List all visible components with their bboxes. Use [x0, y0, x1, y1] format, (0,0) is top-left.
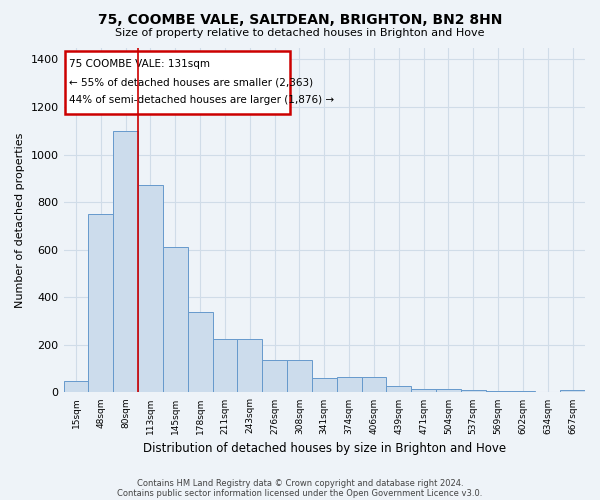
- Bar: [163, 248, 188, 392]
- Bar: [113, 131, 138, 392]
- Bar: [436, 389, 461, 392]
- Bar: [485, 391, 511, 392]
- Bar: [88, 214, 113, 392]
- Text: Contains HM Land Registry data © Crown copyright and database right 2024.: Contains HM Land Registry data © Crown c…: [137, 478, 463, 488]
- FancyBboxPatch shape: [65, 51, 290, 114]
- Y-axis label: Number of detached properties: Number of detached properties: [15, 132, 25, 308]
- Bar: [362, 377, 386, 392]
- Bar: [386, 386, 411, 392]
- Bar: [511, 391, 535, 392]
- Bar: [461, 390, 485, 392]
- Text: 44% of semi-detached houses are larger (1,876) →: 44% of semi-detached houses are larger (…: [68, 95, 334, 105]
- Text: ← 55% of detached houses are smaller (2,363): ← 55% of detached houses are smaller (2,…: [68, 77, 313, 87]
- Bar: [64, 380, 88, 392]
- Bar: [411, 389, 436, 392]
- Bar: [188, 312, 212, 392]
- X-axis label: Distribution of detached houses by size in Brighton and Hove: Distribution of detached houses by size …: [143, 442, 506, 455]
- Bar: [212, 339, 238, 392]
- Bar: [238, 339, 262, 392]
- Bar: [337, 377, 362, 392]
- Text: Size of property relative to detached houses in Brighton and Hove: Size of property relative to detached ho…: [115, 28, 485, 38]
- Bar: [287, 360, 312, 392]
- Bar: [560, 390, 585, 392]
- Bar: [312, 378, 337, 392]
- Bar: [138, 186, 163, 392]
- Text: 75 COOMBE VALE: 131sqm: 75 COOMBE VALE: 131sqm: [68, 60, 209, 70]
- Text: 75, COOMBE VALE, SALTDEAN, BRIGHTON, BN2 8HN: 75, COOMBE VALE, SALTDEAN, BRIGHTON, BN2…: [98, 12, 502, 26]
- Bar: [262, 360, 287, 392]
- Text: Contains public sector information licensed under the Open Government Licence v3: Contains public sector information licen…: [118, 488, 482, 498]
